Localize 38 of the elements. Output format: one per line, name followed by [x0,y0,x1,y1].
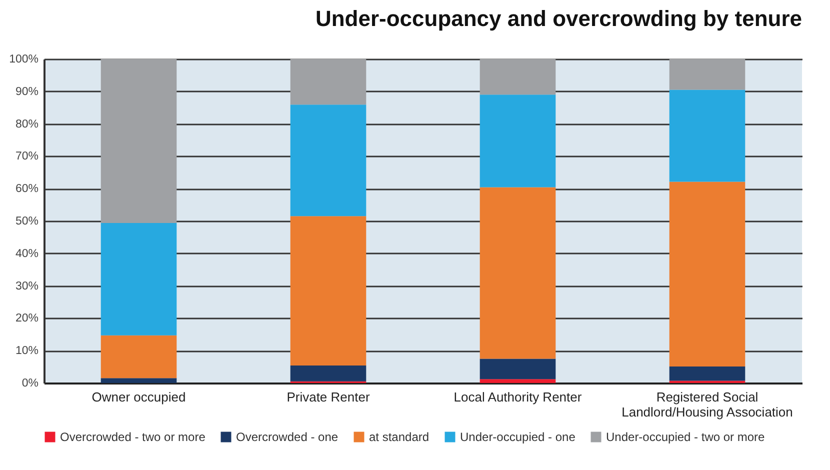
bar [480,358,556,380]
legend-label: at standard [369,430,430,444]
bar [290,104,366,216]
x-tick-label: Owner occupied [92,390,186,404]
y-tick-label: 70% [15,150,38,163]
x-tick-label: Registered Social Landlord/Housing Association [622,390,793,420]
y-tick-label: 60% [15,183,38,196]
legend-label: Under-occupied - two or more [606,430,766,444]
bar [100,335,177,378]
bar [290,366,366,382]
y-tick-label: 30% [15,280,38,292]
bar [669,182,746,366]
bar [290,216,366,366]
bar [480,379,556,383]
legend-label: Overcrowded - two or more [60,430,206,444]
y-tick-label: 90% [15,86,38,98]
bar [669,59,746,90]
x-tick-label: Local Authority Renter [454,390,582,404]
x-tick-label: Private Renter [286,390,370,404]
bar [480,94,556,188]
legend-label: Under-occupied - one [460,430,576,444]
bar [669,366,746,381]
bar [100,59,177,223]
y-tick-label: 100% [9,54,38,66]
y-tick-label: 50% [15,216,38,228]
bar [480,187,556,359]
y-tick-label: 10% [15,345,38,358]
bar [480,59,556,95]
bar [100,378,177,383]
bar [290,59,366,105]
y-tick-label: 0% [22,378,38,390]
legend-label: Overcrowded - one [236,430,338,444]
y-tick-label: 20% [15,312,38,325]
bar [100,222,177,336]
y-tick-label: 40% [15,248,38,260]
chart-title: Under-occupancy and overcrowding by tenure [315,6,802,31]
bar [669,90,746,182]
y-tick-label: 80% [15,118,38,130]
